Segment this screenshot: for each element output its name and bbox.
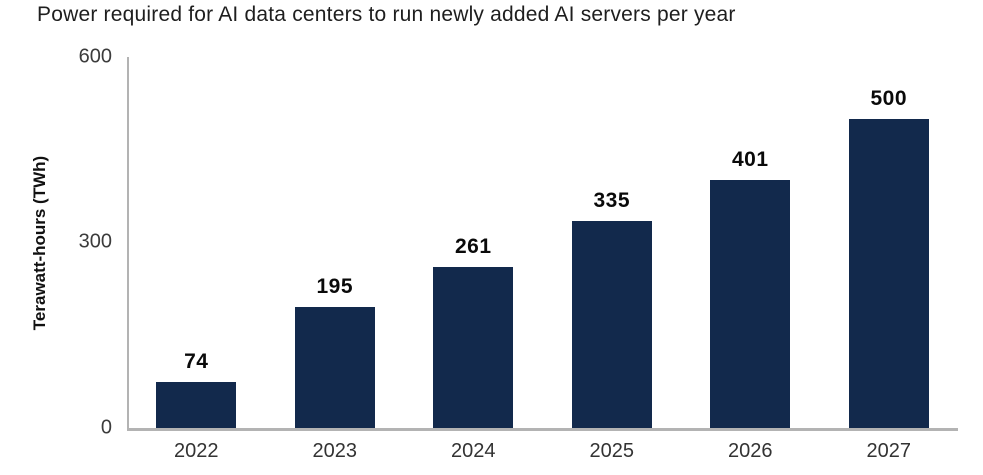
bar-value-label: 261	[454, 234, 492, 258]
x-axis-label-2024: 2024	[451, 440, 496, 462]
bar-group-2027: 500	[820, 57, 959, 428]
x-axis-baseline	[127, 428, 958, 431]
y-tick-0: 0	[100, 416, 112, 439]
bar-2022	[156, 382, 237, 428]
bar-group-2024: 261	[404, 57, 543, 428]
bar-2026	[710, 180, 791, 428]
x-axis-label-2026: 2026	[728, 440, 773, 462]
bar-value-label: 335	[593, 188, 631, 212]
plot-area: 74 195 261 335 401 500	[127, 57, 958, 431]
bar-value-label: 500	[870, 86, 908, 110]
x-axis-label-2025: 2025	[589, 440, 635, 462]
x-axis-labels: 2022 2023 2024 2025 2026 2027	[127, 440, 958, 463]
bar-group-2026: 401	[681, 57, 820, 428]
x-axis-label-2023: 2023	[312, 440, 358, 462]
x-axis-label-2022: 2022	[174, 440, 219, 462]
bar-2027	[848, 118, 929, 428]
bars-container: 74 195 261 335 401 500	[127, 57, 958, 428]
bar-value-label: 74	[184, 350, 209, 374]
bar-2024	[433, 266, 514, 428]
y-tick-600: 600	[78, 45, 112, 68]
x-axis-label-2027: 2027	[866, 440, 912, 462]
bar-2025	[571, 220, 652, 428]
bar-value-label: 195	[316, 275, 354, 299]
bar-2023	[294, 307, 375, 428]
bar-group-2025: 335	[543, 57, 682, 428]
chart-title: Power required for AI data centers to ru…	[37, 3, 736, 26]
bar-value-label: 401	[731, 148, 769, 172]
y-axis-line	[127, 57, 129, 428]
y-tick-300: 300	[78, 230, 112, 253]
bar-group-2023: 195	[266, 57, 405, 428]
bar-group-2022: 74	[127, 57, 266, 428]
